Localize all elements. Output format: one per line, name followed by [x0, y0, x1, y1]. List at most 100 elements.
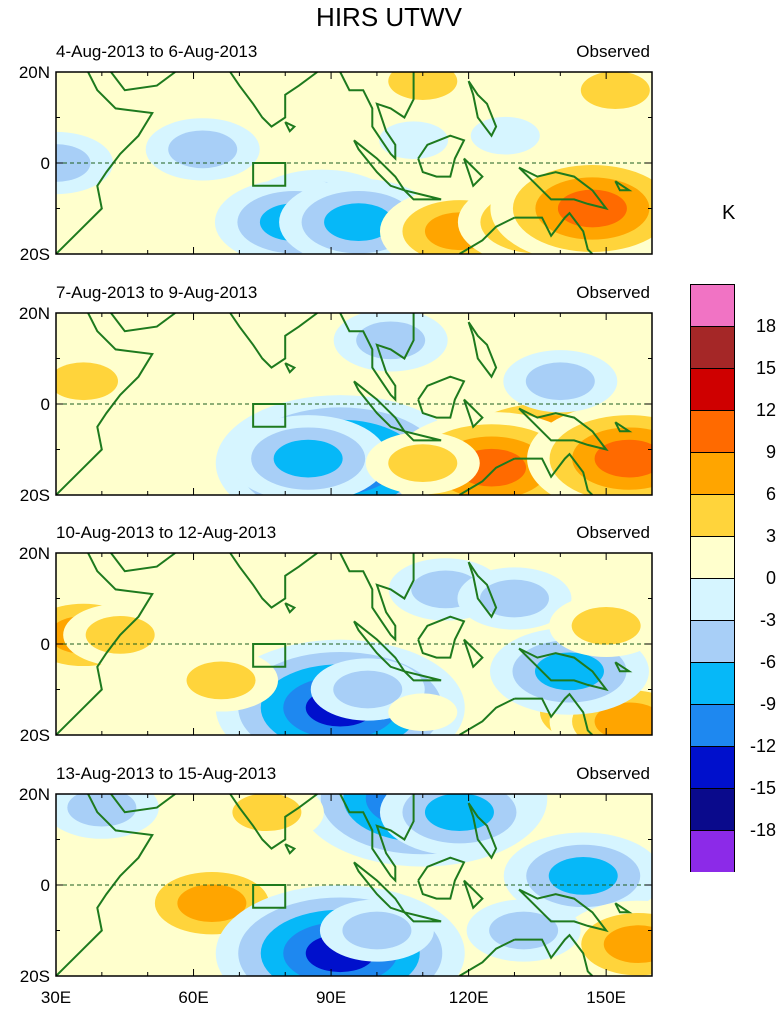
panel-label: Observed [576, 523, 650, 542]
colorbar-swatch [690, 536, 735, 579]
coastline [467, 321, 498, 379]
panel-label: Observed [576, 764, 650, 783]
coastline [614, 661, 633, 673]
region-box [252, 884, 287, 909]
coastline [284, 602, 297, 614]
coastline [110, 72, 176, 92]
anomaly-map: 20N 0 20S [19, 304, 653, 505]
map-panel-4: 13-Aug-2013 to 15-Aug-2013 Observed 20N 0… [0, 764, 700, 1004]
anomaly-contour [56, 362, 118, 401]
lat-label: 0 [41, 635, 50, 654]
coastline [339, 72, 415, 161]
coastline [284, 121, 297, 133]
coastline [467, 802, 498, 860]
colorbar-level: 0 [765, 568, 776, 588]
lat-label: 0 [41, 395, 50, 414]
coastline [339, 313, 415, 402]
coastline [463, 879, 484, 910]
coastline [417, 856, 466, 900]
coastline [403, 670, 442, 682]
panel-label: Observed [576, 42, 650, 61]
coastline [514, 211, 594, 254]
lat-label: 20N [19, 785, 50, 804]
lat-label: 20S [20, 245, 50, 264]
coastline [56, 553, 154, 735]
anomaly-contour [67, 794, 137, 827]
lat-label: 20N [19, 63, 50, 82]
coastline [56, 313, 154, 495]
coastline [284, 843, 297, 855]
colorbar-swatch [690, 578, 735, 621]
colorbar-level: -15 [749, 778, 776, 798]
lat-label: 0 [41, 154, 50, 173]
coastline [518, 166, 609, 211]
anomaly-contour [168, 130, 238, 169]
coastline [353, 620, 407, 674]
anomaly-contour [525, 362, 595, 401]
coastline [614, 180, 633, 192]
colorbar-level: 6 [765, 484, 776, 504]
lon-label: 150E [586, 988, 626, 1007]
colorbar-swatch [690, 746, 735, 789]
map-panel-3: 10-Aug-2013 to 12-Aug-2013 Observed 20N 0… [0, 523, 700, 763]
anomaly-contour [388, 693, 458, 732]
region-box [252, 403, 287, 428]
anomaly-contour [186, 661, 256, 700]
coastline [339, 553, 415, 642]
anomaly-contour [56, 861, 114, 900]
colorbar-level: -6 [759, 652, 776, 672]
colorbar-swatch [690, 830, 735, 872]
region-box [252, 162, 287, 187]
coastline [403, 189, 442, 201]
coastline [514, 452, 594, 495]
colorbar-level: -12 [749, 736, 776, 756]
coastline [458, 697, 515, 735]
lon-label: 90E [315, 988, 347, 1007]
coastline [110, 794, 176, 814]
panel-period: 10-Aug-2013 to 12-Aug-2013 [56, 523, 277, 542]
anomaly-contour [594, 439, 652, 478]
coastline [417, 615, 466, 659]
colorbar-level: 3 [765, 526, 776, 546]
coastline [518, 888, 609, 933]
coastline [229, 72, 318, 128]
colorbar-level: 9 [765, 442, 776, 462]
coastline [518, 407, 609, 452]
anomaly-contour [342, 911, 412, 950]
map-panel-1: 4-Aug-2013 to 6-Aug-2013 Observed 20N 0 20… [0, 42, 700, 282]
coastline [110, 313, 176, 333]
lat-label: 20N [19, 304, 50, 323]
coastline [353, 380, 407, 434]
lat-label: 20N [19, 544, 50, 563]
coastline [339, 794, 415, 883]
coastline [458, 216, 515, 254]
anomaly-contour [379, 121, 449, 160]
anomaly-map: 20N 0 20S [19, 544, 653, 745]
lat-label: 0 [41, 876, 50, 895]
anomaly-contour [333, 670, 403, 709]
coastline [284, 362, 297, 374]
anomaly-contour [548, 857, 618, 895]
anomaly-contour [594, 702, 652, 735]
coastline [403, 430, 442, 442]
colorbar-swatch [690, 284, 735, 327]
colorbar-level: 18 [755, 316, 776, 336]
anomaly-contour [388, 444, 458, 483]
coastline [514, 933, 594, 976]
anomaly-contour [580, 72, 650, 110]
colorbar-swatch [690, 326, 735, 369]
panel-period: 4-Aug-2013 to 6-Aug-2013 [56, 42, 258, 61]
anomaly-contour [557, 189, 627, 228]
coastline [458, 457, 515, 495]
lat-label: 20S [20, 967, 50, 986]
anomaly-contour [470, 116, 540, 155]
coastline [514, 692, 594, 735]
coastline [463, 398, 484, 429]
colorbar-level: -9 [759, 694, 776, 714]
lon-label: 60E [178, 988, 209, 1007]
coastline [229, 313, 318, 369]
coastline [467, 561, 498, 619]
colorbar-swatch [690, 620, 735, 663]
anomaly-map: 20N 0 20S [19, 785, 653, 986]
coastline [56, 794, 154, 976]
